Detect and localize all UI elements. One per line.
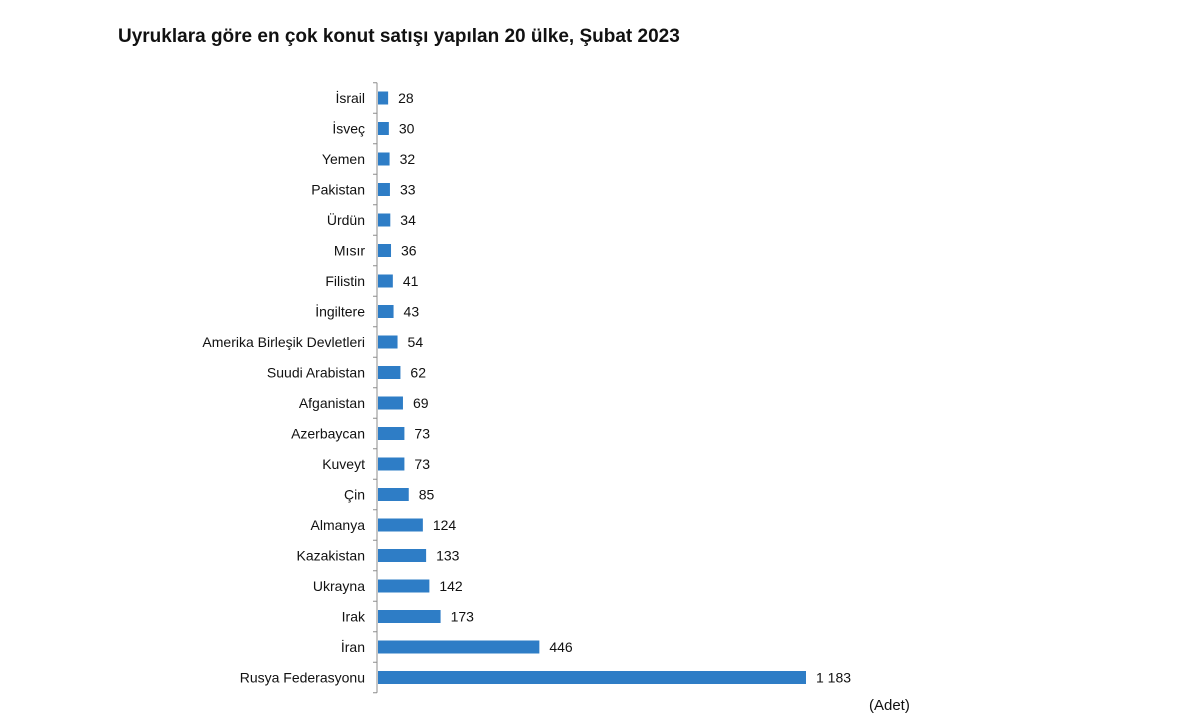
bar <box>378 640 540 654</box>
unit-label: (Adet) <box>869 697 910 714</box>
bar <box>378 579 430 593</box>
value-label: 85 <box>419 487 435 503</box>
category-label: İsveç <box>332 120 365 137</box>
bar <box>378 244 392 257</box>
value-label: 43 <box>404 304 420 320</box>
value-label: 142 <box>439 578 463 594</box>
category-label: Amerika Birleşik Devletleri <box>202 334 365 350</box>
category-label: Mısır <box>334 243 365 259</box>
category-label: Pakistan <box>311 182 365 198</box>
bar <box>378 488 409 501</box>
category-label: Almanya <box>311 517 366 533</box>
category-label: Ürdün <box>327 211 365 228</box>
bar <box>378 518 423 532</box>
value-label: 1 183 <box>816 670 851 686</box>
category-label: Ukrayna <box>313 578 365 594</box>
category-label: Irak <box>342 609 366 625</box>
bar <box>378 549 427 562</box>
value-label: 33 <box>400 182 416 198</box>
category-label: İran <box>341 638 365 655</box>
bar <box>378 305 394 318</box>
bar <box>378 610 441 623</box>
bar <box>378 671 806 684</box>
category-label: Kazakistan <box>297 548 365 564</box>
value-label: 36 <box>401 243 417 259</box>
value-label: 41 <box>403 273 419 289</box>
bar <box>378 183 390 196</box>
value-label: 30 <box>399 121 415 137</box>
bar <box>378 152 390 166</box>
category-label: Yemen <box>322 151 365 167</box>
value-label: 34 <box>400 212 416 228</box>
category-label: Kuveyt <box>322 456 365 472</box>
bar <box>378 457 405 471</box>
category-label: Çin <box>344 487 365 503</box>
value-label: 133 <box>436 548 460 564</box>
category-label: Filistin <box>325 273 365 289</box>
category-label: Afganistan <box>299 395 365 411</box>
category-label: Suudi Arabistan <box>267 365 365 381</box>
category-label: İngiltere <box>315 303 365 320</box>
value-label: 69 <box>413 395 429 411</box>
bar <box>378 335 398 349</box>
bar <box>378 213 391 227</box>
category-label: İsrail <box>335 89 365 106</box>
bar <box>378 427 405 440</box>
value-label: 54 <box>408 334 424 350</box>
value-label: 32 <box>400 151 416 167</box>
category-label: Rusya Federasyonu <box>240 670 365 686</box>
value-label: 62 <box>410 365 426 381</box>
bar <box>378 396 403 410</box>
value-label: 124 <box>433 517 457 533</box>
bar <box>378 122 389 135</box>
value-label: 173 <box>451 609 475 625</box>
value-label: 446 <box>549 639 573 655</box>
chart-title: Uyruklara göre en çok konut satışı yapıl… <box>118 26 680 47</box>
value-label: 73 <box>414 426 430 442</box>
bar <box>378 274 393 288</box>
bar <box>378 91 389 105</box>
value-label: 28 <box>398 90 414 106</box>
value-label: 73 <box>414 456 430 472</box>
bar <box>378 366 401 379</box>
category-label: Azerbaycan <box>291 426 365 442</box>
